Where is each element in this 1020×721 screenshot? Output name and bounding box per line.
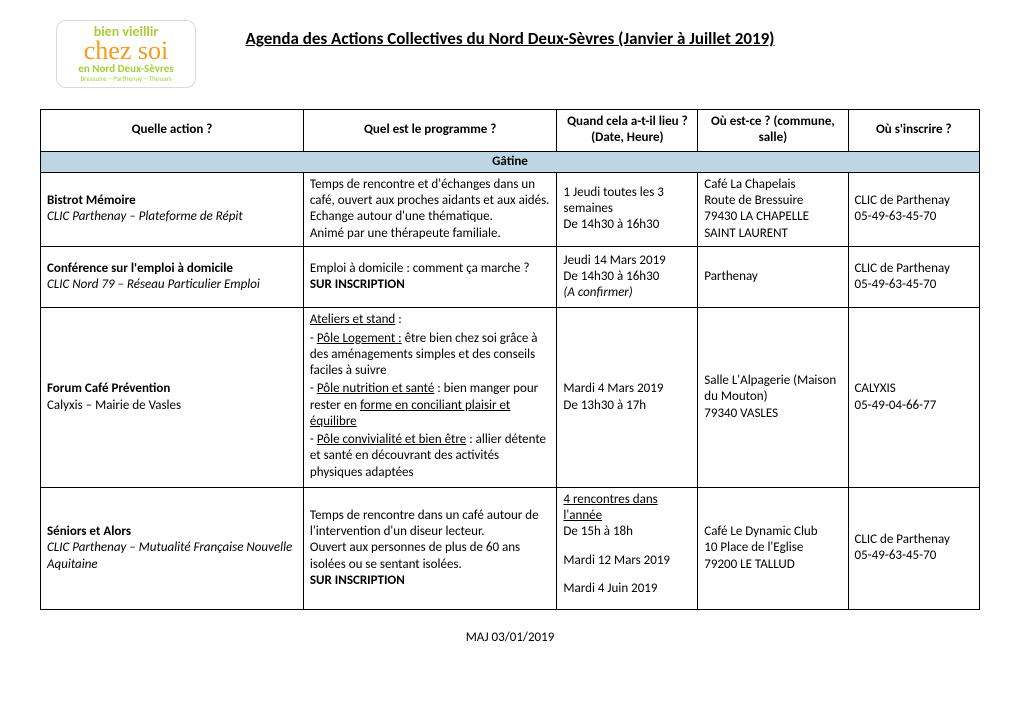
- cell-action: Séniors et Alors CLIC Parthenay – Mutual…: [41, 487, 304, 609]
- col-action: Quelle action ?: [41, 110, 304, 152]
- cell-inscrire: CLIC de Parthenay 05-49-63-45-70: [848, 246, 980, 308]
- section-row-gatine: Gâtine: [41, 151, 980, 172]
- agenda-table: Quelle action ? Quel est le programme ? …: [40, 109, 980, 610]
- logo-line3: en Nord Deux-Sèvres: [63, 63, 189, 74]
- when-line: De 14h30 à 16h30: [563, 269, 691, 285]
- document-page: bien vieillir chez soi en Nord Deux-Sèvr…: [0, 0, 1020, 665]
- pole-nutrition-label: Pôle nutrition et santé: [317, 381, 435, 396]
- table-header-row: Quelle action ? Quel est le programme ? …: [41, 110, 980, 152]
- section-label: Gâtine: [41, 151, 980, 172]
- action-title: Conférence sur l'emploi à domicile: [47, 261, 297, 277]
- cell-programme: Temps de rencontre et d'échanges dans un…: [303, 172, 557, 246]
- when-line: Mardi 4 Juin 2019: [563, 581, 691, 597]
- cell-programme: Temps de rencontre dans un café autour d…: [303, 487, 557, 609]
- programme-line: Temps de rencontre dans un café autour d…: [310, 508, 551, 541]
- table-row: Bistrot Mémoire CLIC Parthenay – Platefo…: [41, 172, 980, 246]
- cell-when: 1 Jeudi toutes les 3 semaines De 14h30 à…: [557, 172, 698, 246]
- cell-action: Forum Café Prévention Calyxis – Mairie d…: [41, 308, 304, 488]
- cell-where: Café Le Dynamic Club 10 Place de l'Eglis…: [698, 487, 848, 609]
- action-title: Séniors et Alors: [47, 524, 297, 540]
- cell-where: Café La Chapelais Route de Bressuire 794…: [698, 172, 848, 246]
- action-org: CLIC Parthenay – Mutualité Française Nou…: [47, 540, 297, 573]
- cell-inscrire: CALYXIS 05-49-04-66-77: [848, 308, 980, 488]
- cell-when: Mardi 4 Mars 2019 De 13h30 à 17h: [557, 308, 698, 488]
- cell-when: Jeudi 14 Mars 2019 De 14h30 à 16h30 (A c…: [557, 246, 698, 308]
- cell-where: Salle L'Alpagerie (Maison du Mouton) 793…: [698, 308, 848, 488]
- pole-convivialite-label: Pôle convivialité et bien être: [317, 432, 466, 447]
- action-title: Forum Café Prévention: [47, 381, 297, 397]
- programme-text: Temps de rencontre et d'échanges dans un…: [310, 177, 550, 241]
- ateliers-label: Ateliers et stand: [310, 312, 395, 327]
- footer-maj: MAJ 03/01/2019: [40, 630, 980, 645]
- cell-where: Parthenay: [698, 246, 848, 308]
- cell-when: 4 rencontres dans l'année De 15h à 18h M…: [557, 487, 698, 609]
- programme-line: Emploi à domicile : comment ça marche ?: [310, 261, 551, 277]
- when-ital: (A confirmer): [563, 285, 691, 301]
- col-programme: Quel est le programme ?: [303, 110, 557, 152]
- programme-bold: SUR INSCRIPTION: [310, 277, 551, 293]
- action-org: CLIC Nord 79 – Réseau Particulier Emploi: [47, 277, 297, 293]
- action-title: Bistrot Mémoire: [47, 193, 297, 209]
- when-line: Mardi 12 Mars 2019: [563, 553, 691, 569]
- programme-line: Ouvert aux personnes de plus de 60 ans i…: [310, 540, 551, 573]
- cell-action: Bistrot Mémoire CLIC Parthenay – Platefo…: [41, 172, 304, 246]
- pole-logement-label: Pôle Logement :: [317, 331, 402, 346]
- table-row: Conférence sur l'emploi à domicile CLIC …: [41, 246, 980, 308]
- cell-programme: Ateliers et stand : - Pôle Logement : êt…: [303, 308, 557, 488]
- logo-line4: Bressuire – Parthenay – Thouars: [63, 75, 189, 82]
- table-row: Forum Café Prévention Calyxis – Mairie d…: [41, 308, 980, 488]
- when-ul: 4 rencontres dans l'année: [563, 492, 691, 525]
- col-quand: Quand cela a-t-il lieu ? (Date, Heure): [557, 110, 698, 152]
- logo-bien-vieillir: bien vieillir chez soi en Nord Deux-Sèvr…: [56, 20, 196, 88]
- programme-bold: SUR INSCRIPTION: [310, 573, 551, 589]
- when-line: De 15h à 18h: [563, 524, 691, 540]
- col-ou: Où est-ce ? (commune, salle): [698, 110, 848, 152]
- action-org: CLIC Parthenay – Plateforme de Répit: [47, 209, 297, 225]
- col-inscrire: Où s'inscrire ?: [848, 110, 980, 152]
- when-line: Jeudi 14 Mars 2019: [563, 253, 691, 269]
- cell-programme: Emploi à domicile : comment ça marche ? …: [303, 246, 557, 308]
- cell-inscrire: CLIC de Parthenay 05-49-63-45-70: [848, 487, 980, 609]
- action-org: Calyxis – Mairie de Vasles: [47, 398, 297, 414]
- cell-inscrire: CLIC de Parthenay 05-49-63-45-70: [848, 172, 980, 246]
- table-row: Séniors et Alors CLIC Parthenay – Mutual…: [41, 487, 980, 609]
- logo-line2: chez soi: [63, 39, 189, 62]
- cell-action: Conférence sur l'emploi à domicile CLIC …: [41, 246, 304, 308]
